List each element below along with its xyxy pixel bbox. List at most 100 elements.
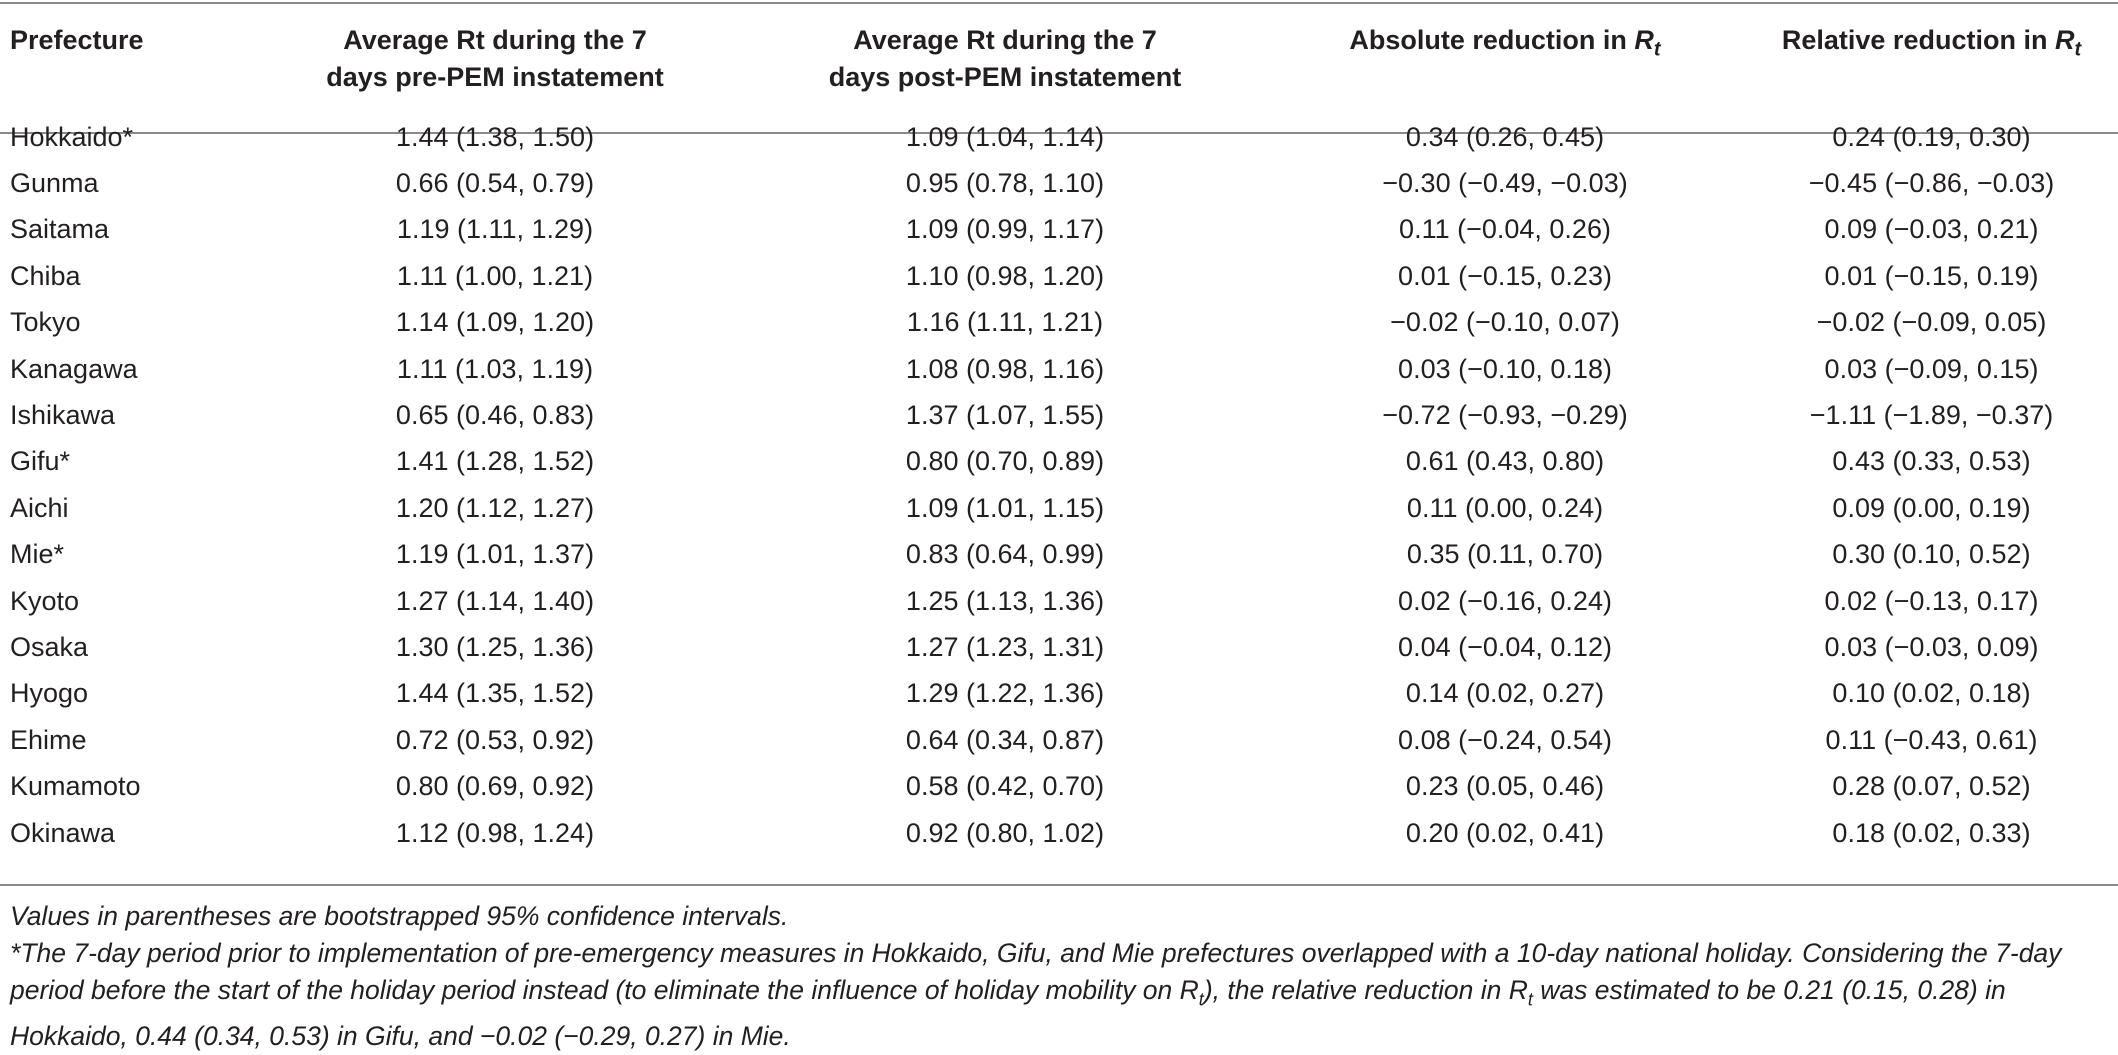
cell-abs: 0.35 (0.11, 0.70) [1406,539,1604,570]
cell-pre: 0.65 (0.46, 0.83) [395,400,595,431]
cell-post: 1.37 (1.07, 1.55) [905,400,1105,431]
cell-pre: 1.11 (1.03, 1.19) [396,353,594,384]
header-post: Average Rt during the 7 days post-PEM ins… [828,25,1182,92]
cell-pre: 1.19 (1.01, 1.37) [395,539,595,570]
cell-rel: −1.11 (−1.89, −0.37) [1809,400,2054,431]
cell-abs: 0.34 (0.26, 0.45) [1405,121,1605,152]
cell-prefecture: Mie* [10,539,65,570]
cell-pre: 0.80 (0.69, 0.92) [395,771,595,802]
cell-post: 0.58 (0.42, 0.70) [905,771,1105,802]
cell-post: 1.16 (1.11, 1.21) [906,307,1104,338]
table-row: Kanagawa 1.11 (1.03, 1.19) 1.08 (0.98, 1.1… [0,346,2118,392]
header-row: Prefecture Average Rt during the 7 days p… [0,4,2118,114]
cell-abs: 0.11 (0.00, 0.24) [1406,492,1604,523]
table-row: Mie* 1.19 (1.01, 1.37) 0.83 (0.64, 0.99) 0.… [0,532,2118,578]
cell-rel: 0.24 (0.19, 0.30) [1832,121,2031,152]
cell-post: 0.95 (0.78, 1.10) [905,168,1105,199]
data-table: Prefecture Average Rt during the 7 days p… [0,4,2118,856]
cell-abs: 0.23 (0.05, 0.46) [1405,771,1605,802]
table-row: Hyogo 1.44 (1.35, 1.52) 1.29 (1.22, 1.36) 0… [0,671,2118,717]
cell-prefecture: Hyogo [10,678,89,709]
cell-post: 1.29 (1.22, 1.36) [905,678,1105,709]
cell-rel: 0.10 (0.02, 0.18) [1832,678,2031,709]
header-pre: Average Rt during the 7 days pre-PEM inst… [326,25,664,92]
cell-pre: 1.19 (1.11, 1.29) [396,214,594,245]
cell-prefecture: Okinawa [10,817,116,848]
table-row: Saitama 1.19 (1.11, 1.29) 1.09 (0.99, 1.17… [0,207,2118,253]
cell-rel: 0.02 (−0.13, 0.17) [1824,585,2039,616]
cell-post: 1.09 (1.01, 1.15) [905,492,1105,523]
cell-prefecture: Chiba [10,260,81,291]
cell-prefecture: Kanagawa [10,353,138,384]
cell-pre: 1.41 (1.28, 1.52) [395,446,595,477]
table-row: Chiba 1.11 (1.00, 1.21) 1.10 (0.98, 1.20) 0… [0,253,2118,299]
cell-post: 1.09 (0.99, 1.17) [905,214,1105,245]
header-relative: Relative reduction in Rt [1781,25,2082,61]
cell-pre: 0.72 (0.53, 0.92) [395,724,595,755]
cell-rel: 0.09 (−0.03, 0.21) [1824,214,2039,245]
cell-prefecture: Tokyo [10,307,81,338]
table-row: Ehime 0.72 (0.53, 0.92) 0.64 (0.34, 0.87) 0… [0,717,2118,763]
cell-pre: 1.11 (1.00, 1.21) [396,260,594,291]
cell-prefecture: Ehime [10,724,87,755]
cell-pre: 1.44 (1.38, 1.50) [395,121,595,152]
cell-prefecture: Saitama [10,214,110,245]
cell-post: 1.09 (1.04, 1.14) [905,121,1105,152]
cell-post: 1.08 (0.98, 1.16) [905,353,1105,384]
cell-pre: 0.66 (0.54, 0.79) [395,168,595,199]
cell-prefecture: Gunma [10,168,99,199]
cell-post: 1.10 (0.98, 1.20) [905,260,1105,291]
table-row: Hokkaido* 1.44 (1.38, 1.50) 1.09 (1.04, 1.… [0,114,2118,160]
cell-prefecture: Gifu* [10,446,71,477]
table-row: Gifu* 1.41 (1.28, 1.52) 0.80 (0.70, 0.89) 0… [0,439,2118,485]
cell-rel: −0.02 (−0.09, 0.05) [1816,307,2047,338]
cell-abs: 0.04 (−0.04, 0.12) [1398,631,1612,662]
cell-prefecture: Kumamoto [10,771,141,802]
cell-rel: 0.01 (−0.15, 0.19) [1824,260,2039,291]
table-row: Ishikawa 0.65 (0.46, 0.83) 1.37 (1.07, 1.5… [0,392,2118,438]
cell-abs: −0.72 (−0.93, −0.29) [1382,400,1628,431]
cell-post: 1.27 (1.23, 1.31) [905,631,1105,662]
cell-abs: 0.03 (−0.10, 0.18) [1398,353,1612,384]
footnotes: Values in parentheses are bootstrapped 9… [10,898,2110,1055]
cell-pre: 1.30 (1.25, 1.36) [395,631,595,662]
cell-post: 0.80 (0.70, 0.89) [905,446,1105,477]
cell-pre: 1.27 (1.14, 1.40) [395,585,595,616]
cell-rel: 0.43 (0.33, 0.53) [1832,446,2031,477]
table-row: Tokyo 1.14 (1.09, 1.20) 1.16 (1.11, 1.21) −… [0,300,2118,346]
top-rule [0,2,2118,4]
cell-rel: 0.30 (0.10, 0.52) [1832,539,2031,570]
cell-rel: −0.45 (−0.86, −0.03) [1808,168,2055,199]
table-row: Okinawa 1.12 (0.98, 1.24) 0.92 (0.80, 1.02… [0,810,2118,856]
cell-prefecture: Osaka [10,631,89,662]
table-body: Hokkaido* 1.44 (1.38, 1.50) 1.09 (1.04, 1.… [0,114,2118,856]
cell-rel: 0.03 (−0.03, 0.09) [1824,631,2039,662]
cell-post: 1.25 (1.13, 1.36) [905,585,1105,616]
table-row: Kyoto 1.27 (1.14, 1.40) 1.25 (1.13, 1.36) 0… [0,578,2118,624]
cell-post: 0.64 (0.34, 0.87) [905,724,1105,755]
cell-rel: 0.11 (−0.43, 0.61) [1825,724,2038,755]
table-row: Gunma 0.66 (0.54, 0.79) 0.95 (0.78, 1.10) −… [0,160,2118,206]
cell-post: 0.83 (0.64, 0.99) [905,539,1105,570]
cell-rel: 0.09 (0.00, 0.19) [1832,492,2031,523]
cell-pre: 1.14 (1.09, 1.20) [395,307,595,338]
cell-rel: 0.03 (−0.09, 0.15) [1824,353,2039,384]
header-prefecture: Prefecture [10,25,144,55]
cell-abs: 0.01 (−0.15, 0.23) [1398,260,1612,291]
cell-post: 0.92 (0.80, 1.02) [905,817,1105,848]
cell-abs: 0.61 (0.43, 0.80) [1405,446,1605,477]
header-absolute: Absolute reduction in Rt [1349,25,1661,61]
cell-pre: 1.44 (1.35, 1.52) [395,678,595,709]
cell-prefecture: Aichi [10,492,69,523]
cell-prefecture: Kyoto [10,585,80,616]
cell-prefecture: Ishikawa [10,400,116,431]
bottom-rule [0,884,2118,886]
cell-abs: 0.11 (−0.04, 0.26) [1399,214,1611,245]
cell-pre: 1.20 (1.12, 1.27) [395,492,595,523]
footnote-holiday: *The 7-day period prior to implementatio… [10,938,2062,1052]
table-row: Osaka 1.30 (1.25, 1.36) 1.27 (1.23, 1.31) 0… [0,624,2118,670]
cell-abs: −0.30 (−0.49, −0.03) [1382,168,1628,199]
cell-abs: 0.20 (0.02, 0.41) [1405,817,1605,848]
cell-abs: 0.08 (−0.24, 0.54) [1398,724,1612,755]
footnote-ci: Values in parentheses are bootstrapped 9… [10,901,789,931]
